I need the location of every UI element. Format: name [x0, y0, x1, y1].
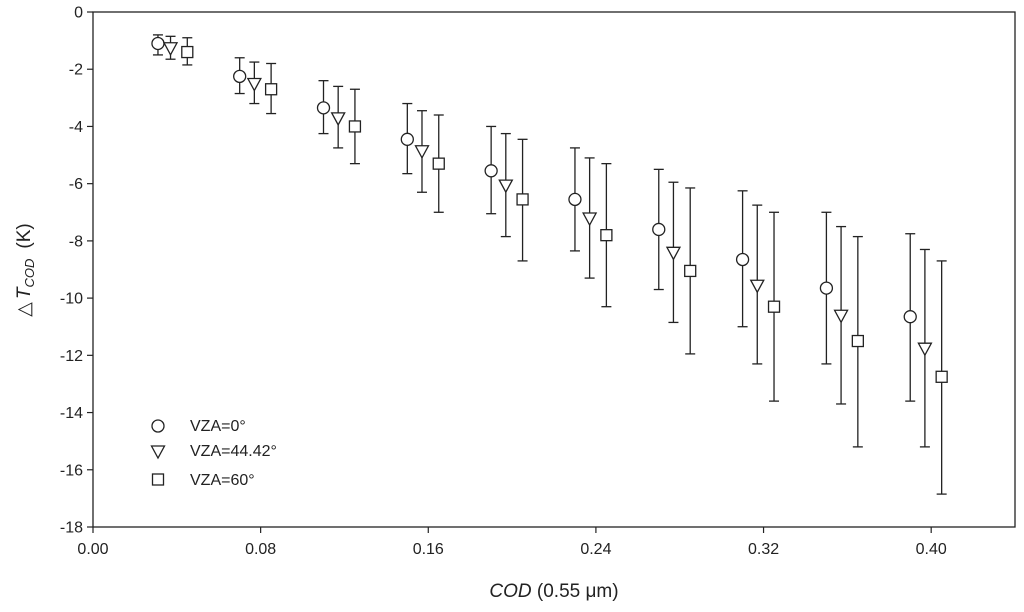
legend-label: VZA=60°: [190, 472, 255, 489]
data-point-circle: [903, 310, 917, 324]
data-point-triangle: [917, 342, 933, 357]
x-tick-label: 0.32: [748, 541, 779, 558]
data-point-square: [432, 157, 445, 170]
data-point-square: [935, 370, 948, 383]
x-axis-title: COD (0.55 μm): [489, 581, 618, 602]
data-point-triangle: [330, 112, 346, 127]
y-tick-label: -6: [69, 176, 83, 193]
data-point-triangle: [582, 212, 598, 227]
y-tick-label: -18: [60, 520, 83, 537]
data-point-triangle: [749, 279, 765, 294]
y-tick-label: -10: [60, 291, 83, 308]
data-point-square: [264, 83, 278, 96]
x-tick-label: 0.16: [413, 541, 444, 558]
data-point-triangle: [162, 42, 179, 57]
data-point-circle: [568, 192, 582, 207]
data-point-square: [767, 300, 781, 313]
y-tick-label: 0: [74, 5, 83, 22]
data-point-triangle: [246, 77, 262, 92]
data-point-triangle: [665, 246, 682, 261]
data-point-circle: [400, 132, 414, 146]
y-tick-label: -4: [69, 119, 83, 136]
data-point-triangle: [414, 145, 430, 160]
data-point-circle: [819, 281, 834, 295]
data-series: [151, 34, 948, 495]
x-tick-label: 0.40: [916, 541, 947, 558]
legend-item-vza-0: VZA=0°: [151, 418, 246, 435]
x-tick-label: 0.08: [245, 541, 276, 558]
data-point-circle: [484, 164, 498, 178]
y-tick-label: -14: [60, 405, 83, 422]
data-point-triangle: [498, 179, 514, 194]
x-axis: 0.00 0.08 0.16 0.24 0.32 0.40: [77, 527, 947, 558]
data-point-triangle: [833, 309, 849, 324]
data-point-circle: [151, 36, 165, 51]
data-point-circle: [233, 69, 247, 84]
x-tick-label: 0.24: [580, 541, 611, 558]
series-circle: [151, 34, 917, 402]
x-tick-label: 0.00: [77, 541, 108, 558]
y-tick-label: -16: [60, 462, 83, 479]
data-point-square: [181, 45, 194, 59]
data-point-circle: [735, 252, 750, 267]
data-point-circle: [316, 101, 331, 115]
series-square: [181, 37, 948, 495]
data-point-square: [684, 264, 697, 278]
data-point-square: [348, 120, 362, 133]
legend-item-vza-44: VZA=44.42°: [150, 443, 277, 460]
data-point-square: [516, 193, 529, 206]
legend-label: VZA=0°: [190, 418, 246, 435]
legend: VZA=0° VZA=44.42° VZA=60°: [150, 418, 277, 489]
legend-item-vza-60: VZA=60°: [151, 472, 255, 489]
data-point-circle: [652, 222, 666, 237]
y-tick-label: -8: [69, 233, 83, 250]
plot-frame: [92, 11, 1016, 528]
legend-square-marker: [151, 473, 165, 486]
y-tick-label: -2: [69, 62, 83, 79]
legend-label: VZA=44.42°: [190, 443, 277, 460]
y-tick-label: -12: [60, 348, 83, 365]
legend-circle-marker: [151, 419, 165, 433]
series-triangle-down: [162, 35, 933, 448]
y-axis-title: △TCOD(K): [14, 223, 37, 316]
data-point-square: [600, 229, 613, 242]
legend-triangle-marker: [150, 445, 166, 460]
y-axis: 0 -2 -4 -6 -8 -10 -12 -14 -16 -18: [60, 5, 93, 537]
data-point-square: [851, 334, 864, 348]
